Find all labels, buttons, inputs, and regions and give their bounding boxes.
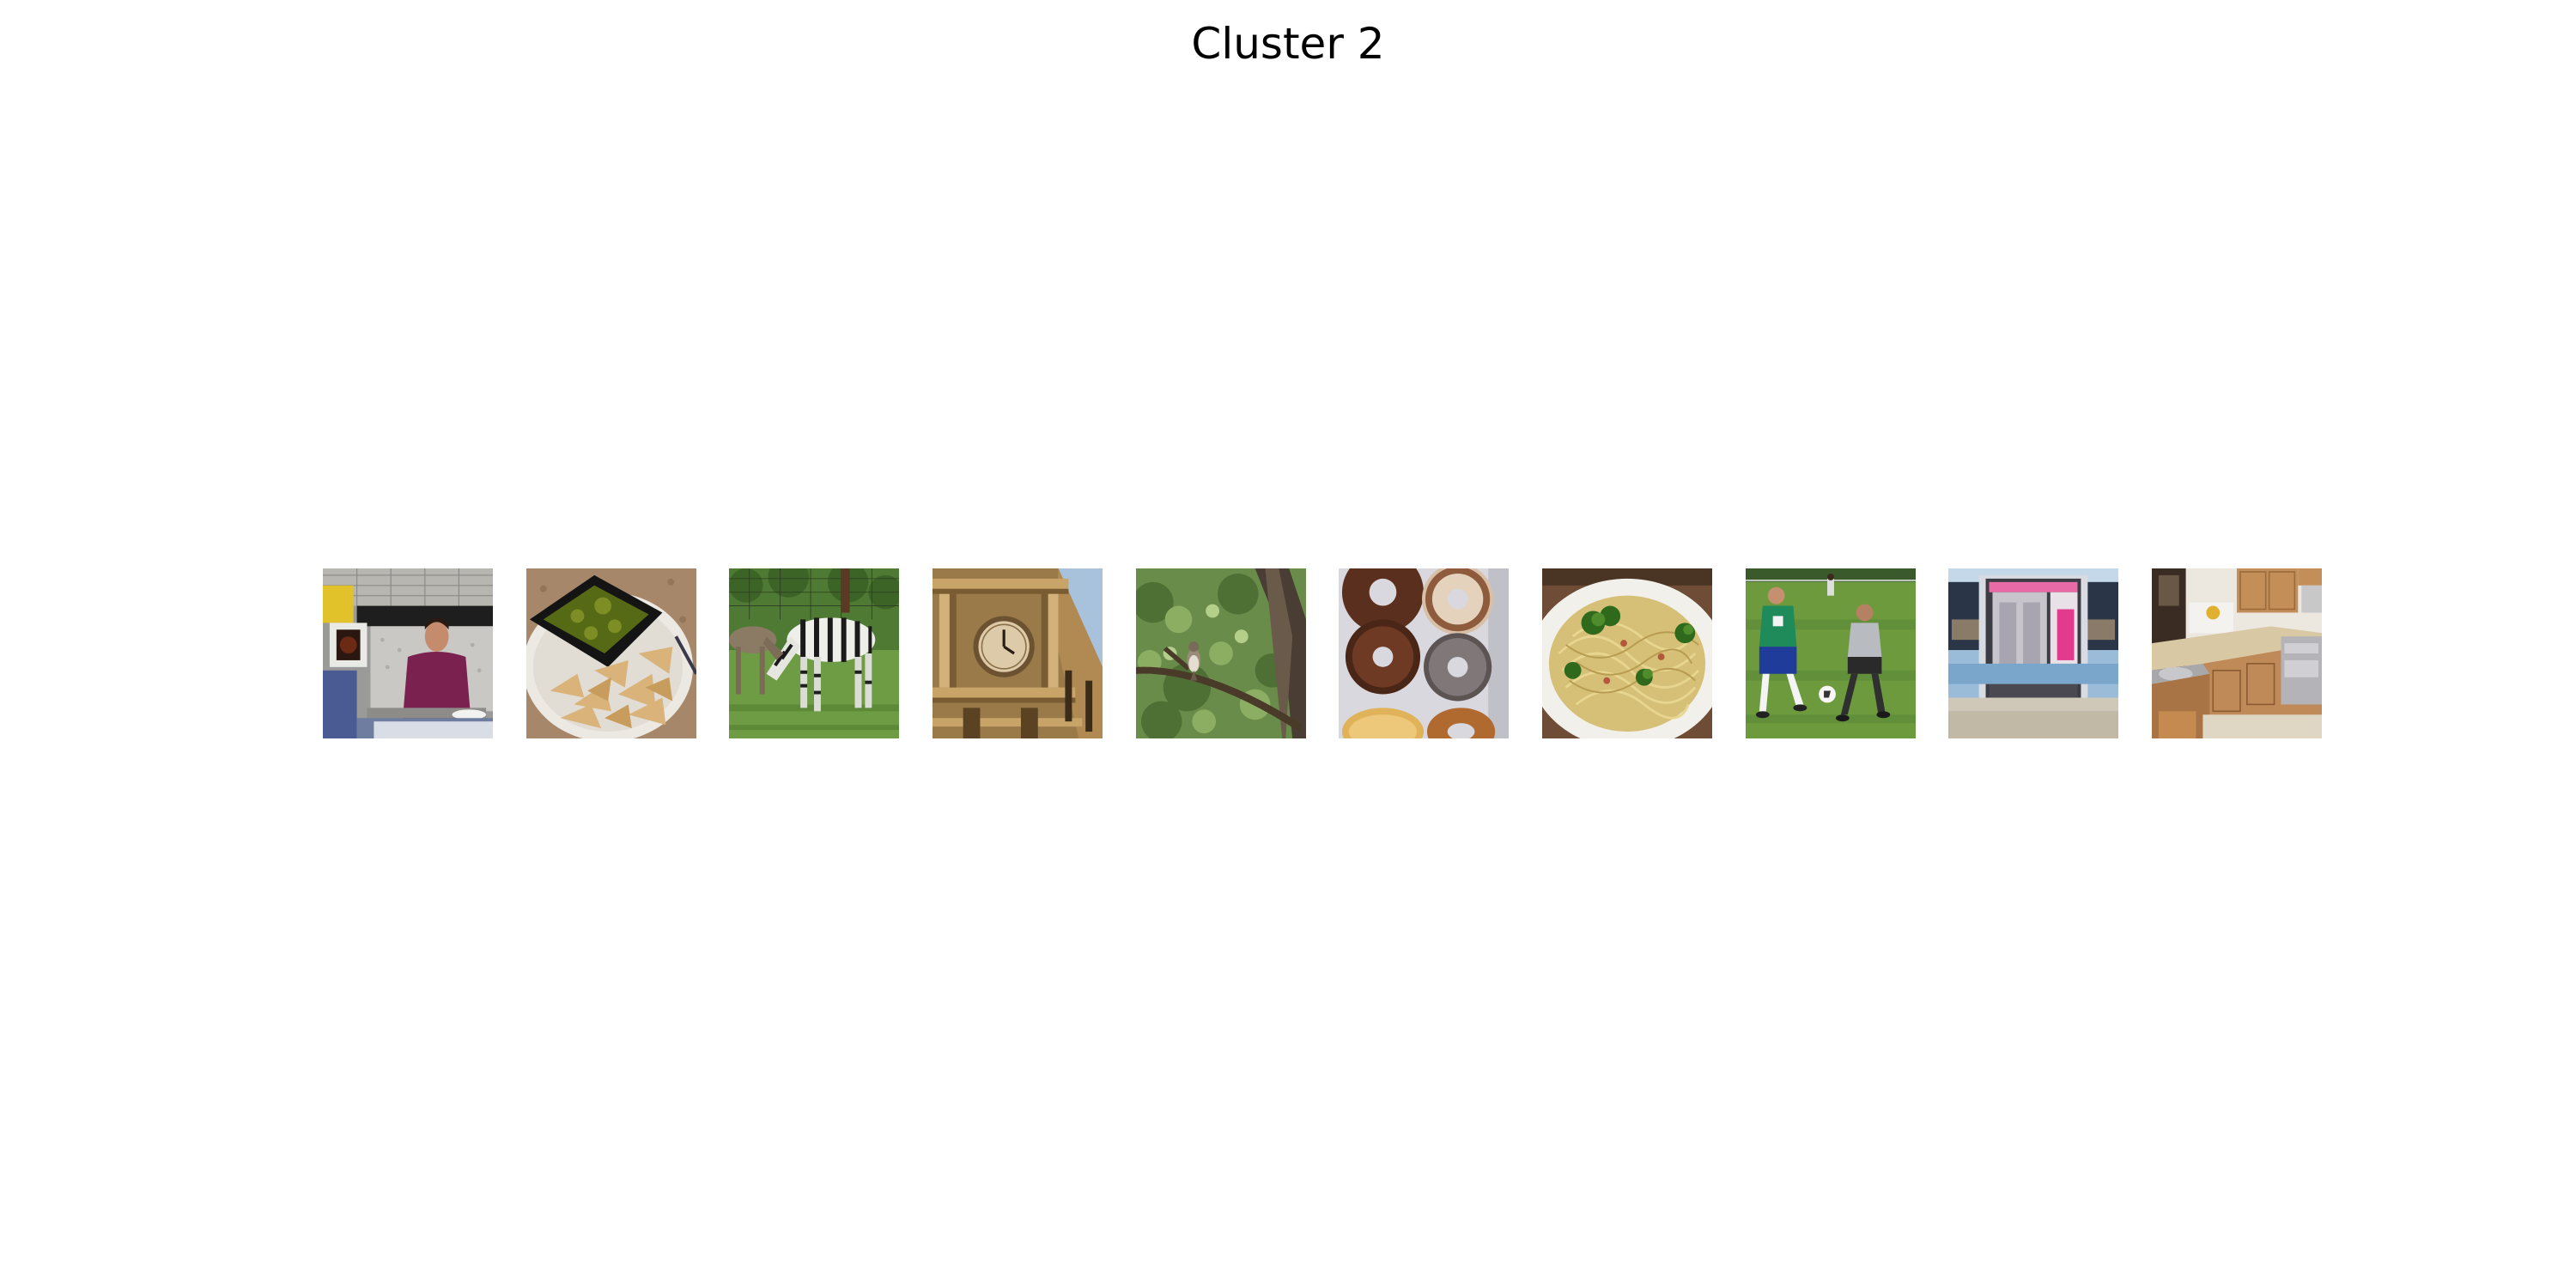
thumbnail-zebras-grazing	[729, 568, 900, 738]
thumbnail-train-doors-open	[1948, 568, 2119, 738]
thumbnail-box-of-donuts	[1339, 568, 1510, 738]
thumbnail-pasta-with-broccoli	[1541, 568, 1712, 738]
figure-title: Cluster 2	[1191, 19, 1385, 69]
thumbnail-strip	[323, 568, 2322, 738]
thumbnail-kitchen-interior	[2151, 568, 2322, 738]
thumbnail-bird-on-branch	[1135, 568, 1306, 738]
thumbnail-man-in-kitchen	[323, 568, 493, 738]
thumbnail-clock-tower	[932, 568, 1103, 738]
thumbnail-plate-with-guacamole-and-chips	[526, 568, 696, 738]
thumbnail-kids-playing-soccer	[1745, 568, 1916, 738]
